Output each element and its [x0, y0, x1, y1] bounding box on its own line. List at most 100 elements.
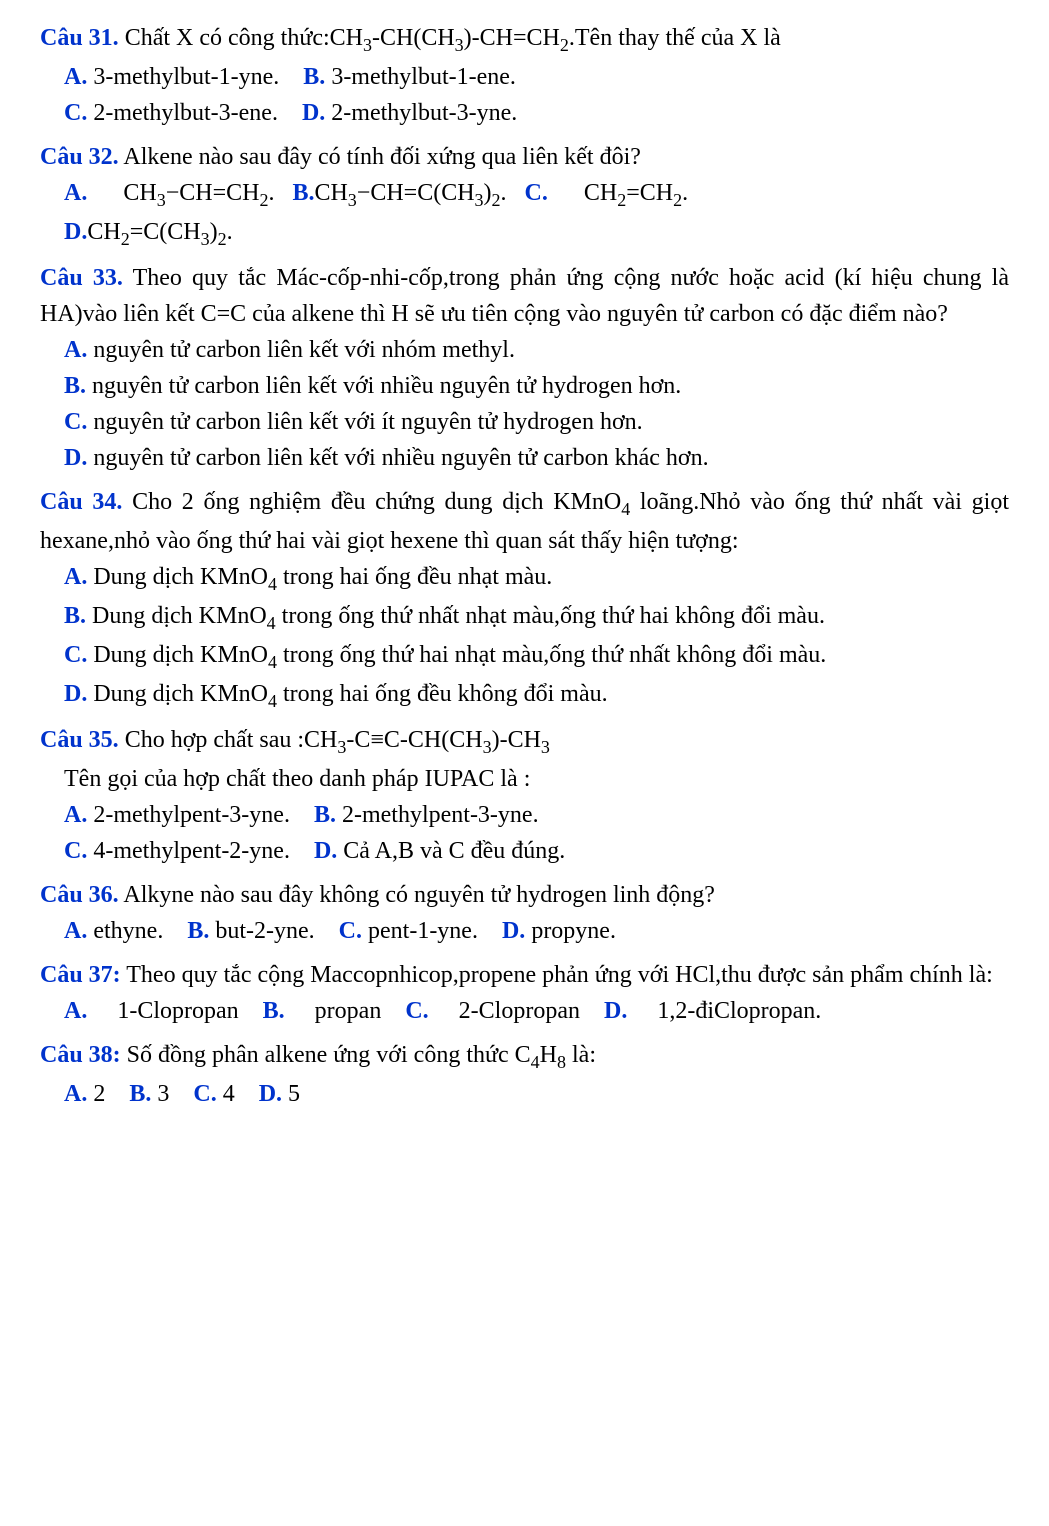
t: Dung dịch KMnO [93, 642, 268, 668]
q35-options-row2: C. 4-methylpent-2-yne. D. Cả A,B và C đề… [40, 833, 1009, 869]
s: 2 [218, 228, 227, 248]
q37-stem: Theo quy tắc cộng Maccopnhicop,propene p… [126, 962, 993, 988]
q33-stem: Theo quy tắc Mác-cốp-nhi-cốp,trong phản … [40, 265, 1009, 327]
optC-text: nguyên tử carbon liên kết với ít nguyên … [93, 409, 642, 435]
optC-text: 4-methylpent-2-yne. [93, 838, 290, 864]
question-35: Câu 35. Cho hợp chất sau :CH3-C≡C-CH(CH3… [40, 722, 1009, 869]
t: trong ống thứ hai nhạt màu,ống thứ nhất … [277, 642, 826, 668]
optB-text: 2-methylpent-3-yne. [342, 802, 539, 828]
optC-label: C. [193, 1081, 216, 1107]
s: 2 [492, 190, 501, 210]
q35-stem: Cho hợp chất sau :CH3-C≡C-CH(CH3)-CH3 [125, 727, 550, 753]
optA-text: 2 [93, 1081, 105, 1107]
optD-label: D. [64, 445, 87, 471]
q32-stem: Alkene nào sau đây có tính đối xứng qua … [123, 144, 641, 170]
question-33: Câu 33. Theo quy tắc Mác-cốp-nhi-cốp,tro… [40, 260, 1009, 476]
q33-label: Câu 33. [40, 265, 123, 291]
optA-text: Dung dịch KMnO4 trong hai ống đều nhạt m… [93, 564, 552, 590]
question-32: Câu 32. Alkene nào sau đây có tính đối x… [40, 139, 1009, 253]
optD-label: D. [314, 838, 337, 864]
q37-label: Câu 37: [40, 962, 121, 988]
q31-label: Câu 31. [40, 25, 119, 51]
q34-optB: B. Dung dịch KMnO4 trong ống thứ nhất nh… [40, 598, 1009, 637]
optB-text: but-2-yne. [215, 918, 314, 944]
question-31: Câu 31. Chất X có công thức:CH3-CH(CH3)-… [40, 20, 1009, 131]
q33-optC: C. nguyên tử carbon liên kết với ít nguy… [40, 404, 1009, 440]
s: 3 [337, 737, 346, 757]
optD-label: D. [302, 100, 325, 126]
q34-optC: C. Dung dịch KMnO4 trong ống thứ hai nhạ… [40, 637, 1009, 676]
s: 3 [475, 190, 484, 210]
question-34: Câu 34. Cho 2 ống nghiệm đều chứng dung … [40, 484, 1009, 714]
optC-label: C. [64, 838, 87, 864]
optB-label: B. [314, 802, 336, 828]
t: -C≡C-CH(CH [346, 727, 482, 753]
s: 4 [268, 690, 277, 710]
t: Cho hợp chất sau :CH [125, 727, 338, 753]
t: −CH=CH [166, 180, 260, 206]
optC-text: 2-Clopropan [459, 998, 580, 1024]
s: 3 [348, 190, 357, 210]
optB-text: 3-methylbut-1-ene. [331, 64, 516, 90]
optD-text: 1,2-điClopropan. [657, 998, 821, 1024]
optD-text: Cả A,B và C đều đúng. [337, 838, 565, 864]
question-38: Câu 38: Số đồng phân alkene ứng với công… [40, 1037, 1009, 1112]
q34-label: Câu 34. [40, 489, 122, 515]
t: -CH(CH [372, 25, 455, 51]
s: 4 [267, 613, 276, 633]
t: Chất X có công thức:CH [125, 25, 363, 51]
s: 4 [268, 652, 277, 672]
optB-label: B. [303, 64, 325, 90]
optA-text: ethyne. [93, 918, 163, 944]
s: 4 [268, 574, 277, 594]
optA-label: A. [64, 802, 87, 828]
t: ) [210, 219, 218, 245]
t: −CH=C(CH [357, 180, 475, 206]
optC-text: 4 [223, 1081, 235, 1107]
s: 2 [617, 190, 626, 210]
optD-label: D. [259, 1081, 282, 1107]
optD-text: nguyên tử carbon liên kết với nhiều nguy… [93, 445, 708, 471]
s: 3 [541, 737, 550, 757]
optD-label: D. [64, 681, 87, 707]
q33-optA: A. nguyên tử carbon liên kết với nhóm me… [40, 332, 1009, 368]
optB-label: B. [187, 918, 209, 944]
optA-label: A. [64, 64, 87, 90]
optD-text: 5 [288, 1081, 300, 1107]
optD-text: propyne. [531, 918, 616, 944]
optB-text: Dung dịch KMnO4 trong ống thứ nhất nhạt … [92, 603, 825, 629]
t: CH [314, 180, 347, 206]
optD-label: D. [502, 918, 525, 944]
t: .Tên thay thế của X là [569, 25, 781, 51]
optD-text: 2-methylbut-3-yne. [331, 100, 517, 126]
t: Cho 2 ống nghiệm đều chứng dung dịch KMn… [132, 489, 621, 515]
optB-label: B. [129, 1081, 151, 1107]
t: )-CH=CH [464, 25, 560, 51]
optC-label: C. [525, 180, 548, 206]
t: CH [87, 219, 120, 245]
q36-options: A. ethyne. B. but-2-yne. C. pent-1-yne. … [40, 913, 1009, 949]
t: H [540, 1042, 557, 1068]
s: 3 [157, 190, 166, 210]
q36-label: Câu 36. [40, 882, 119, 908]
t: trong hai ống đều nhạt màu. [277, 564, 552, 590]
q31-stem: Chất X có công thức:CH3-CH(CH3)-CH=CH2.T… [125, 25, 781, 51]
optC-label: C. [64, 642, 87, 668]
s: 4 [531, 1052, 540, 1072]
optB-label: B. [64, 603, 86, 629]
s: 4 [621, 499, 630, 519]
s: 2 [673, 190, 682, 210]
optB-text: CH3−CH=C(CH3)2. [314, 180, 506, 206]
t: . [682, 180, 688, 206]
q38-stem: Số đồng phân alkene ứng với công thức C4… [127, 1042, 596, 1068]
t: trong hai ống đều không đổi màu. [277, 681, 608, 707]
q34-stem: Cho 2 ống nghiệm đều chứng dung dịch KMn… [40, 489, 1009, 554]
t: Dung dịch KMnO [93, 681, 268, 707]
optC-label: C. [405, 998, 428, 1024]
t: CH [584, 180, 617, 206]
optD-text: Dung dịch KMnO4 trong hai ống đều không … [93, 681, 607, 707]
question-36: Câu 36. Alkyne nào sau đây không có nguy… [40, 877, 1009, 949]
q31-options-row1: A. 3-methylbut-1-yne. B. 3-methylbut-1-e… [40, 59, 1009, 95]
optB-label: B. [292, 180, 314, 206]
optC-text: CH2=CH2. [584, 180, 688, 206]
